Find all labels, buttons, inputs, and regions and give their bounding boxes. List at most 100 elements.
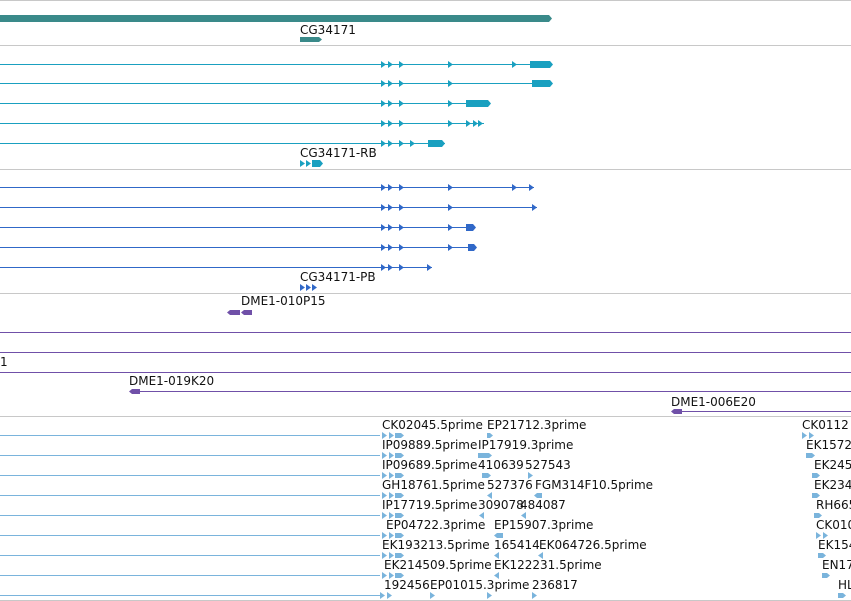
strand-arrow[interactable] <box>388 244 393 251</box>
strand-arrow[interactable] <box>399 61 404 68</box>
strand-arrow[interactable] <box>448 244 453 251</box>
exon-block[interactable] <box>395 553 404 558</box>
est-label[interactable]: EP01015.3prime <box>430 578 530 592</box>
strand-arrow[interactable] <box>388 61 393 68</box>
est-label[interactable]: EP04722.3prime <box>386 518 486 532</box>
strand-arrow[interactable] <box>479 512 484 519</box>
exon-block[interactable] <box>818 553 826 558</box>
strand-arrow[interactable] <box>448 61 453 68</box>
strand-arrow[interactable] <box>494 572 499 579</box>
strand-arrow[interactable] <box>823 532 828 539</box>
exon-block[interactable] <box>534 493 542 498</box>
strand-arrow[interactable] <box>410 140 415 147</box>
strand-arrow[interactable] <box>816 532 821 539</box>
est-label[interactable]: 527543 <box>525 458 571 472</box>
strand-arrow[interactable] <box>388 224 393 231</box>
est-label[interactable]: 527376 <box>487 478 533 492</box>
exon-block[interactable] <box>494 533 503 538</box>
strand-arrow[interactable] <box>538 552 543 559</box>
est-label[interactable]: EP21712.3prime <box>487 418 587 432</box>
exon-block[interactable] <box>671 409 682 414</box>
est-label[interactable]: EK245 <box>814 458 851 472</box>
strand-arrow[interactable] <box>388 100 393 107</box>
strand-arrow[interactable] <box>427 264 432 271</box>
est-label[interactable]: 165414 <box>494 538 540 552</box>
strand-arrow[interactable] <box>312 284 317 291</box>
est-label[interactable]: GH18761.5prime <box>382 478 485 492</box>
est-label[interactable]: EK064726.5prime <box>539 538 647 552</box>
est-label[interactable]: 236817 <box>532 578 578 592</box>
strand-arrow[interactable] <box>382 512 387 519</box>
est-label[interactable]: CK02045.5prime <box>382 418 483 432</box>
exon-block[interactable] <box>0 15 552 22</box>
strand-arrow[interactable] <box>466 120 471 127</box>
strand-arrow[interactable] <box>381 61 386 68</box>
strand-arrow[interactable] <box>532 592 537 599</box>
est-label[interactable]: EK122231.5prime <box>494 558 602 572</box>
exon-block[interactable] <box>395 533 404 538</box>
clone-label[interactable]: DME1-019K20 <box>129 374 215 388</box>
strand-arrow[interactable] <box>382 452 387 459</box>
strand-arrow[interactable] <box>487 492 492 499</box>
strand-arrow[interactable] <box>399 184 404 191</box>
exon-block[interactable] <box>530 61 553 68</box>
strand-arrow[interactable] <box>381 100 386 107</box>
exon-block[interactable] <box>812 493 820 498</box>
strand-arrow[interactable] <box>389 572 394 579</box>
est-label[interactable]: EK154 <box>818 538 851 552</box>
strand-arrow[interactable] <box>448 100 453 107</box>
est-label[interactable]: EK193213.5prime <box>382 538 490 552</box>
strand-arrow[interactable] <box>399 244 404 251</box>
clone-label[interactable]: DME1-006E20 <box>671 395 756 409</box>
exon-block[interactable] <box>822 573 830 578</box>
strand-arrow[interactable] <box>388 264 393 271</box>
strand-arrow[interactable] <box>389 512 394 519</box>
est-label[interactable]: RH665 <box>816 498 851 512</box>
strand-arrow[interactable] <box>448 204 453 211</box>
strand-arrow[interactable] <box>512 184 517 191</box>
strand-arrow[interactable] <box>381 184 386 191</box>
protein-label[interactable]: CG34171-PB <box>300 270 376 284</box>
strand-arrow[interactable] <box>389 492 394 499</box>
exon-block[interactable] <box>812 473 820 478</box>
exon-block[interactable] <box>466 224 476 231</box>
strand-arrow[interactable] <box>388 80 393 87</box>
est-label[interactable]: CK010 <box>816 518 851 532</box>
est-label[interactable]: HL <box>838 578 851 592</box>
strand-arrow[interactable] <box>430 592 435 599</box>
est-label[interactable]: IP09889.5prime <box>382 438 478 452</box>
exon-block[interactable] <box>300 37 322 42</box>
exon-block[interactable] <box>466 100 491 107</box>
strand-arrow[interactable] <box>388 140 393 147</box>
est-label[interactable]: IP17919.3prime <box>478 438 574 452</box>
exon-block[interactable] <box>532 80 553 87</box>
exon-block[interactable] <box>395 493 404 498</box>
strand-arrow[interactable] <box>487 592 492 599</box>
strand-arrow[interactable] <box>381 80 386 87</box>
strand-arrow[interactable] <box>388 204 393 211</box>
strand-arrow[interactable] <box>381 140 386 147</box>
strand-arrow[interactable] <box>382 532 387 539</box>
exon-block[interactable] <box>395 453 404 458</box>
strand-arrow[interactable] <box>387 592 392 599</box>
exon-block[interactable] <box>838 593 846 598</box>
strand-arrow[interactable] <box>399 140 404 147</box>
strand-arrow[interactable] <box>382 552 387 559</box>
strand-arrow[interactable] <box>521 512 526 519</box>
strand-arrow[interactable] <box>382 432 387 439</box>
strand-arrow[interactable] <box>380 592 385 599</box>
est-label[interactable]: 192456 <box>384 578 430 592</box>
strand-arrow[interactable] <box>494 552 499 559</box>
strand-arrow[interactable] <box>528 472 533 479</box>
strand-arrow[interactable] <box>399 224 404 231</box>
est-label[interactable]: EN17 <box>822 558 851 572</box>
strand-arrow[interactable] <box>399 264 404 271</box>
strand-arrow[interactable] <box>478 120 483 127</box>
strand-arrow[interactable] <box>388 184 393 191</box>
mrna-label[interactable]: CG34171-RB <box>300 146 377 160</box>
exon-block[interactable] <box>129 389 140 394</box>
strand-arrow[interactable] <box>448 120 453 127</box>
strand-arrow[interactable] <box>389 532 394 539</box>
exon-block[interactable] <box>468 244 477 251</box>
exon-block[interactable] <box>395 473 404 478</box>
